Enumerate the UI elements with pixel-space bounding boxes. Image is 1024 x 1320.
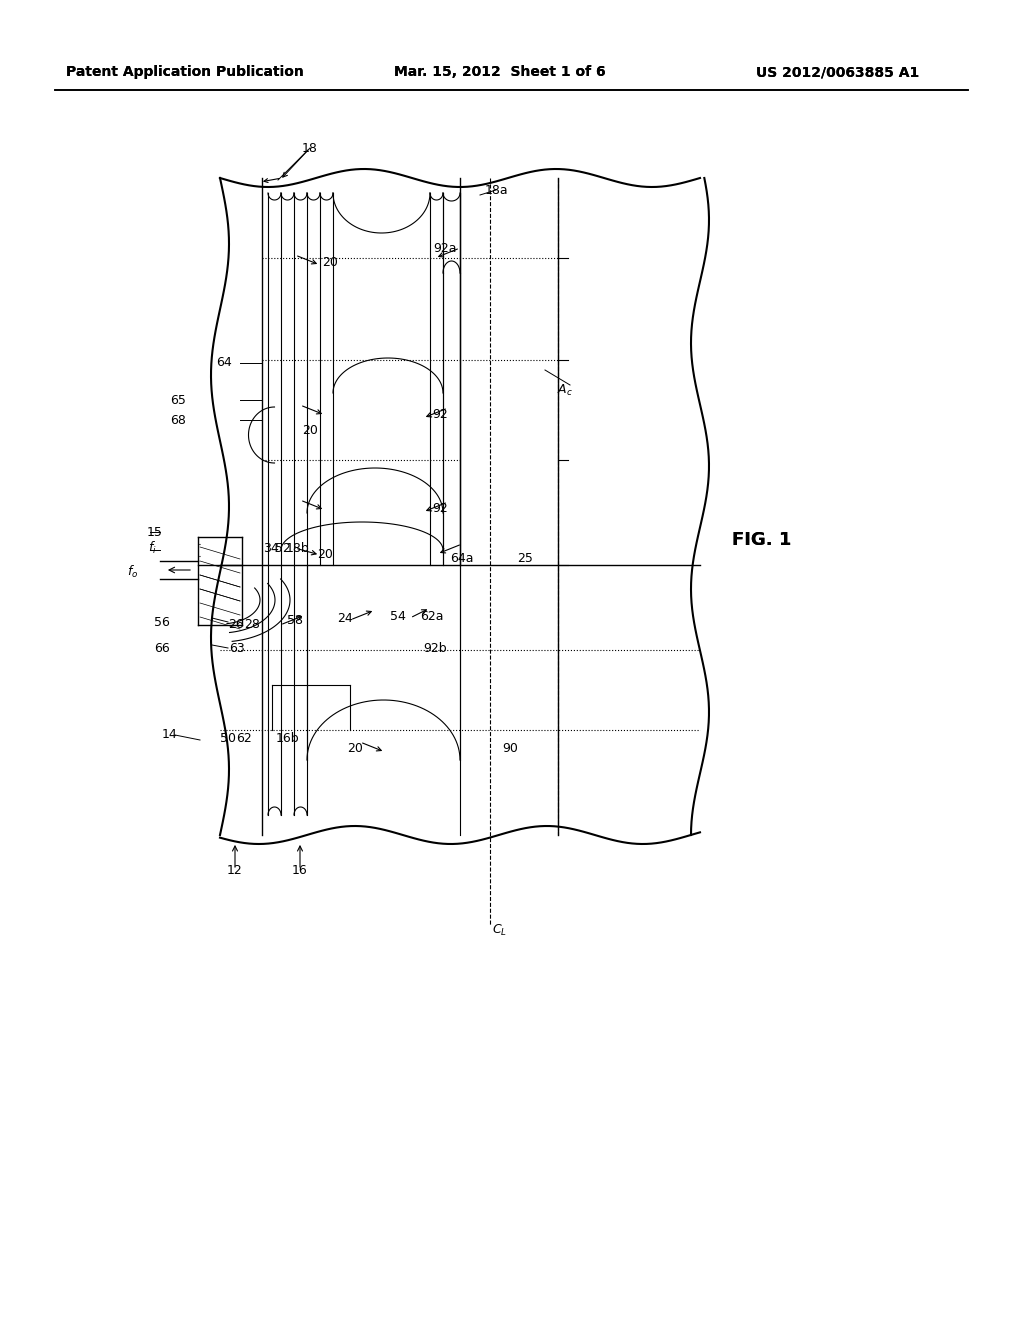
- Text: 90: 90: [502, 742, 518, 755]
- Text: $A_c$: $A_c$: [557, 383, 573, 397]
- Text: 64a: 64a: [451, 552, 474, 565]
- Text: FIG. 1: FIG. 1: [732, 531, 792, 549]
- Text: 25: 25: [517, 552, 532, 565]
- Text: Mar. 15, 2012  Sheet 1 of 6: Mar. 15, 2012 Sheet 1 of 6: [394, 65, 606, 79]
- Text: 58: 58: [287, 614, 303, 627]
- Text: 18: 18: [302, 141, 317, 154]
- Text: Patent Application Publication: Patent Application Publication: [67, 65, 304, 79]
- Text: Mar. 15, 2012  Sheet 1 of 6: Mar. 15, 2012 Sheet 1 of 6: [394, 65, 606, 79]
- Text: 92b: 92b: [423, 642, 446, 655]
- Text: $f_i$: $f_i$: [147, 540, 157, 556]
- Text: 92a: 92a: [433, 242, 457, 255]
- Text: FIG. 1: FIG. 1: [732, 531, 792, 549]
- Text: 64: 64: [216, 356, 231, 370]
- Text: 92: 92: [432, 408, 447, 421]
- Text: 28: 28: [244, 619, 260, 631]
- Text: 63: 63: [229, 642, 245, 655]
- Text: US 2012/0063885 A1: US 2012/0063885 A1: [757, 65, 920, 79]
- Text: 12: 12: [227, 863, 243, 876]
- Text: 20: 20: [302, 424, 317, 437]
- Text: 54: 54: [390, 610, 406, 623]
- Text: 26: 26: [228, 619, 244, 631]
- Text: 62: 62: [237, 731, 252, 744]
- Text: Patent Application Publication: Patent Application Publication: [67, 65, 304, 79]
- Text: 52: 52: [275, 541, 291, 554]
- Text: 50: 50: [220, 731, 236, 744]
- Text: 16b: 16b: [275, 731, 299, 744]
- Text: 65: 65: [170, 393, 186, 407]
- Text: 18b: 18b: [286, 541, 310, 554]
- Text: 20: 20: [347, 742, 362, 755]
- Text: $C_L$: $C_L$: [493, 923, 508, 937]
- Text: 62a: 62a: [420, 610, 443, 623]
- Text: 20: 20: [317, 549, 333, 561]
- Text: 92: 92: [432, 502, 447, 515]
- Text: 68: 68: [170, 413, 186, 426]
- Text: US 2012/0063885 A1: US 2012/0063885 A1: [757, 65, 920, 79]
- Text: 34: 34: [263, 541, 279, 554]
- Text: $f_o$: $f_o$: [127, 564, 138, 579]
- Text: 24: 24: [337, 611, 353, 624]
- Text: 18a: 18a: [484, 183, 508, 197]
- Text: 15: 15: [147, 525, 163, 539]
- Text: 66: 66: [155, 642, 170, 655]
- Text: 56: 56: [154, 615, 170, 628]
- Text: 14: 14: [162, 729, 178, 742]
- Text: 20: 20: [323, 256, 338, 268]
- Text: 16: 16: [292, 863, 308, 876]
